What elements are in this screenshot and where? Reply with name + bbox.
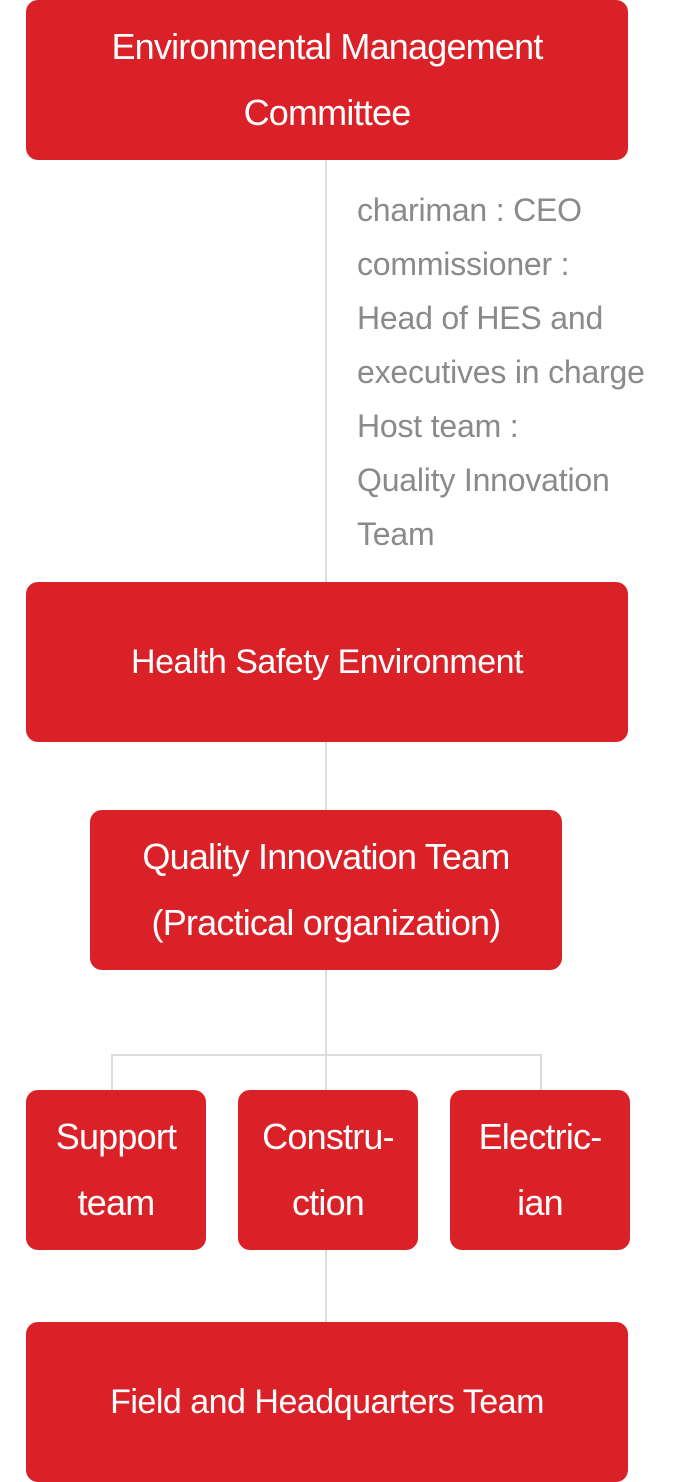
node-label-line1: Environmental Management — [111, 26, 543, 67]
node-quality-innovation-team: Quality Innovation Team (Practical organ… — [90, 810, 562, 970]
note-line: Team — [357, 516, 435, 552]
node-label-line2: ian — [517, 1182, 563, 1223]
node-label-line2: team — [77, 1182, 156, 1223]
note-line: executives in charge — [357, 354, 645, 390]
node-support-team: Support team — [26, 1090, 206, 1250]
node-field-and-headquarters-team: Field and Headquarters Team — [26, 1322, 628, 1482]
node-environmental-management-committee: Environmental Management Committee — [26, 0, 628, 160]
node-label-line2: ction — [291, 1182, 365, 1223]
node-label-line1: Constru- — [262, 1116, 394, 1157]
committee-details-note: chariman : CEO commissioner : Head of HE… — [357, 183, 677, 561]
node-construction: Constru- ction — [238, 1090, 418, 1250]
node-label-line2: Committee — [243, 92, 412, 133]
node-health-safety-environment: Health Safety Environment — [26, 582, 628, 742]
note-line: Quality Innovation — [357, 462, 610, 498]
connector-branch-horizontal — [111, 1054, 542, 1056]
node-label: Health Safety Environment — [131, 643, 523, 681]
note-line: Head of HES and — [357, 300, 604, 336]
node-electrician: Electric- ian — [450, 1090, 630, 1250]
note-line: Host team : — [357, 408, 519, 444]
node-label-line1: Quality Innovation Team — [142, 836, 510, 877]
node-label-line1: Electric- — [478, 1116, 603, 1157]
node-label-line1: Support — [55, 1116, 177, 1157]
node-label: Field and Headquarters Team — [110, 1383, 544, 1421]
note-line: chariman : CEO — [357, 192, 582, 228]
connector-branch-left — [111, 1054, 113, 1090]
note-line: commissioner : — [357, 246, 570, 282]
connector-branch-right — [540, 1054, 542, 1090]
node-label-line2: (Practical organization) — [151, 902, 502, 943]
